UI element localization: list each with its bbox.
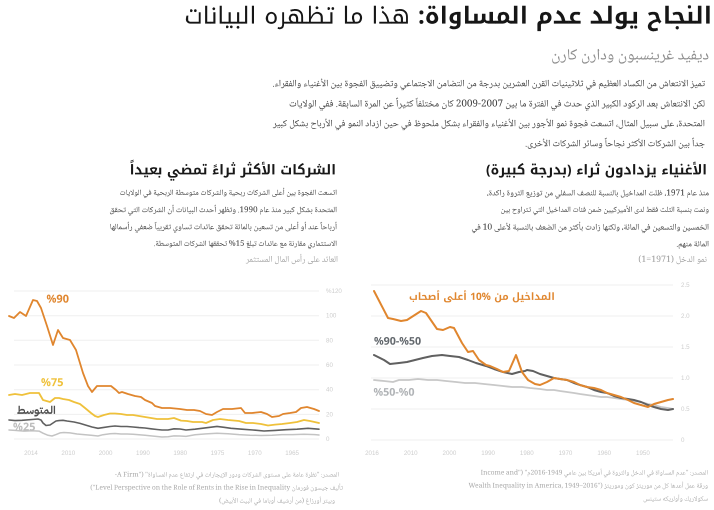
svg-text:1970: 1970 xyxy=(559,450,573,457)
svg-text:20: 20 xyxy=(326,411,333,418)
svg-text:2.5: 2.5 xyxy=(681,282,690,289)
svg-text:0.5: 0.5 xyxy=(681,406,690,413)
svg-text:1960: 1960 xyxy=(597,450,611,457)
svg-text:1.5: 1.5 xyxy=(681,344,690,351)
svg-text:60: 60 xyxy=(326,362,333,369)
svg-text:1980: 1980 xyxy=(173,450,187,457)
svg-text:1980: 1980 xyxy=(520,450,534,457)
svg-text:2016: 2016 xyxy=(365,450,379,457)
svg-text:2014: 2014 xyxy=(24,450,38,457)
svg-text:1965: 1965 xyxy=(285,450,299,457)
svg-text:%120: %120 xyxy=(326,288,342,295)
svg-text:1990: 1990 xyxy=(136,450,150,457)
svg-text:0: 0 xyxy=(326,436,330,443)
svg-text:2010: 2010 xyxy=(61,450,75,457)
svg-text:1950: 1950 xyxy=(636,450,650,457)
svg-text:1990: 1990 xyxy=(481,450,495,457)
svg-text:1975: 1975 xyxy=(211,450,225,457)
svg-text:1.0: 1.0 xyxy=(681,375,690,382)
svg-text:0: 0 xyxy=(681,437,685,444)
svg-text:2010: 2010 xyxy=(404,450,418,457)
svg-text:80: 80 xyxy=(326,337,333,344)
svg-text:2.0: 2.0 xyxy=(681,313,690,320)
svg-text:1970: 1970 xyxy=(248,450,262,457)
svg-text:100: 100 xyxy=(326,313,337,320)
svg-text:2000: 2000 xyxy=(99,450,113,457)
svg-text:40: 40 xyxy=(326,387,333,394)
svg-text:2000: 2000 xyxy=(443,450,457,457)
